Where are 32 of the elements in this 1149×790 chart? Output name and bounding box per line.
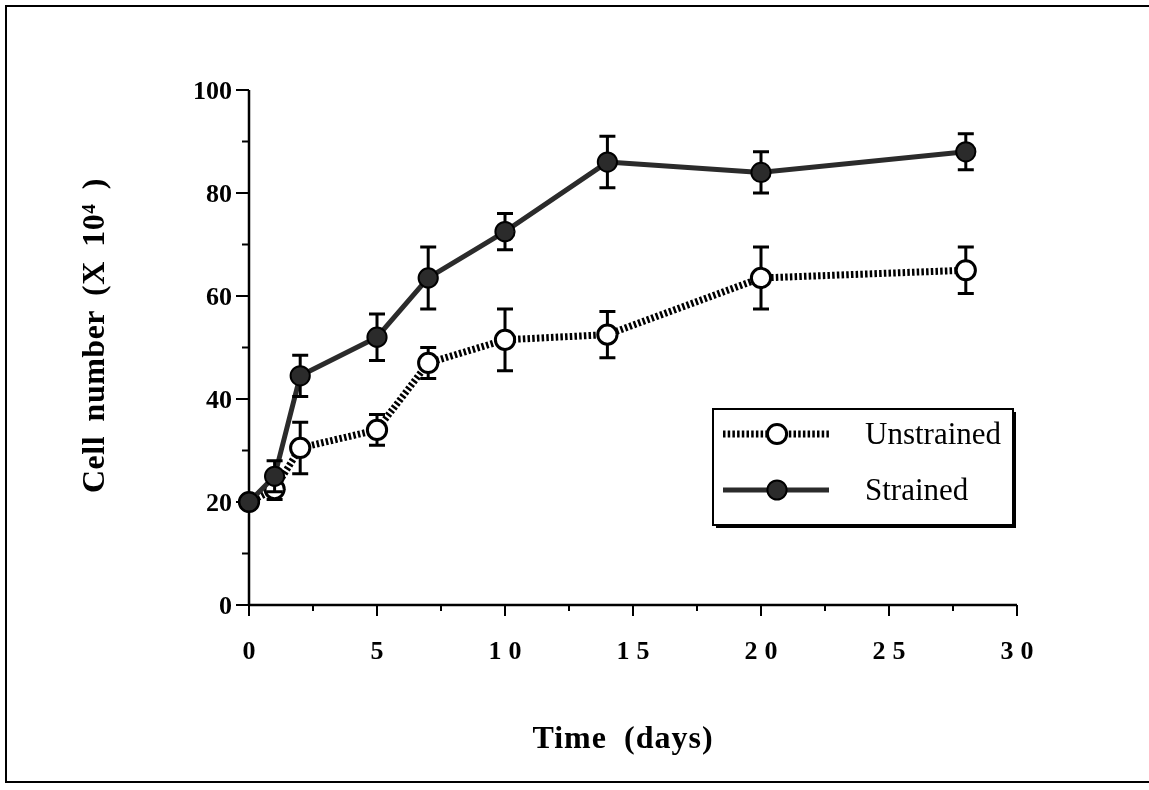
point: [366, 326, 388, 348]
x-tick-label: 0: [242, 636, 256, 665]
point: [749, 266, 773, 290]
point: [417, 351, 440, 375]
y-tick-label: 0: [219, 591, 232, 621]
legend-label: Unstrained: [865, 416, 1002, 451]
y-tick-label: 60: [206, 282, 232, 312]
x-tick-label: 5: [370, 636, 384, 665]
point: [289, 365, 311, 387]
y-axis-title: Cell number (X 10⁴ ): [75, 178, 111, 493]
x-tick-label: 15: [616, 636, 657, 665]
x-tick-label: 20: [744, 636, 785, 665]
point: [494, 221, 516, 243]
y-tick-label: 100: [193, 76, 232, 106]
point: [750, 161, 772, 183]
point: [955, 141, 977, 163]
point: [417, 267, 439, 289]
x-axis-title: Time (days): [532, 719, 714, 755]
point: [596, 323, 619, 346]
point: [596, 151, 619, 173]
point: [365, 418, 389, 441]
point: [493, 328, 517, 351]
x-tick-label: 30: [1000, 636, 1041, 665]
x-tick-label: 25: [872, 636, 913, 665]
y-tick-label: 40: [206, 385, 232, 415]
y-tick-label: 20: [206, 488, 232, 518]
x-tick-label: 10: [488, 636, 529, 665]
legend-label: Strained: [865, 472, 969, 507]
point: [263, 465, 286, 487]
y-tick-label: 80: [206, 179, 232, 209]
point: [289, 436, 312, 460]
point: [954, 259, 977, 282]
